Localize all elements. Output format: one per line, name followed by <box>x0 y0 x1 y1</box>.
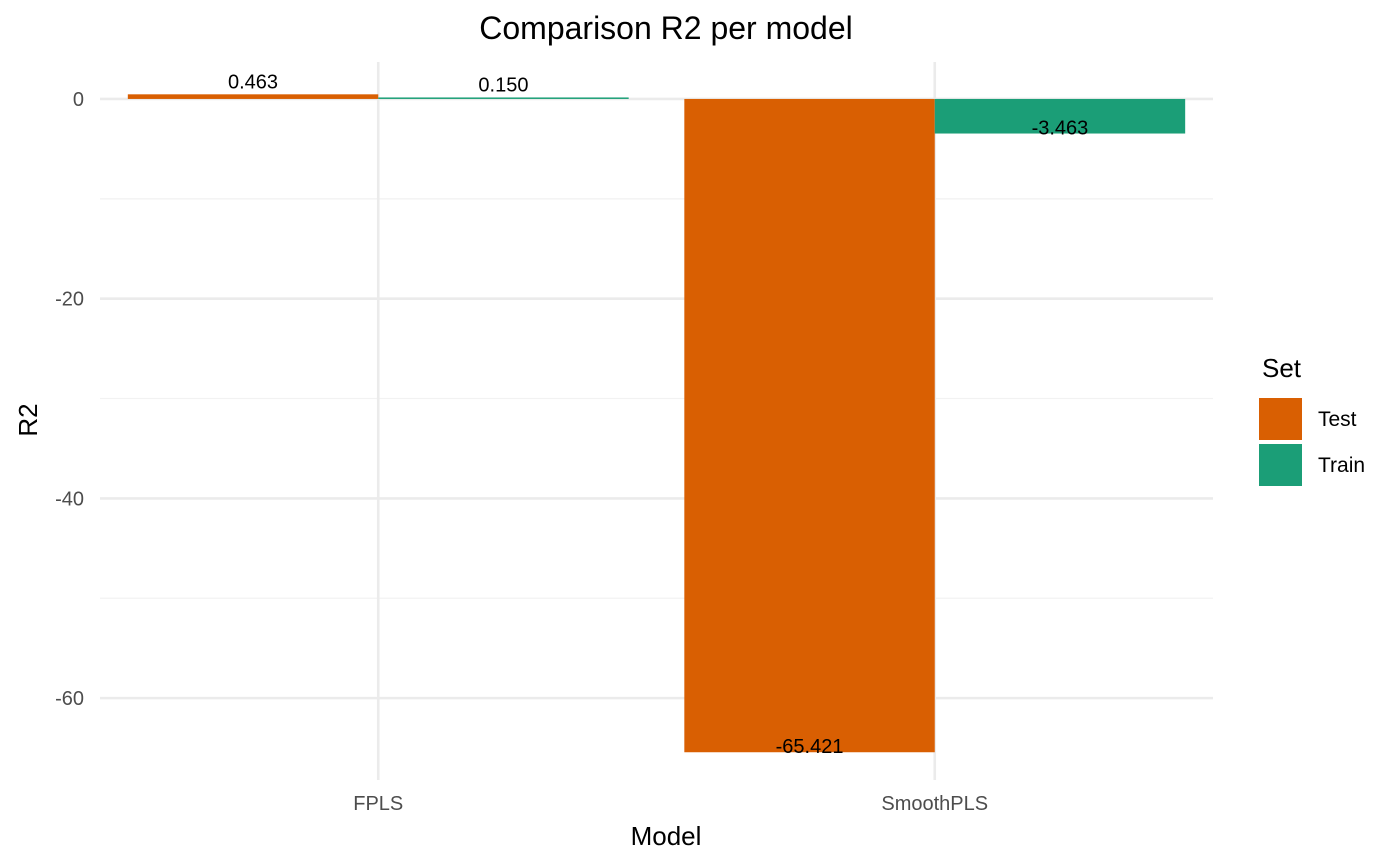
data-label: 0.150 <box>478 74 528 96</box>
data-labels: 0.463 -65.421 0.150 -3.463 <box>228 71 1088 758</box>
y-axis-title: R2 <box>13 403 43 436</box>
axes: 0 -20 -40 -60 FPLS SmoothPLS <box>55 89 988 815</box>
legend: Set Test Train <box>1259 353 1365 486</box>
chart-title: Comparison R2 per model <box>479 10 853 46</box>
y-tick-label: -40 <box>55 488 84 510</box>
grid <box>100 62 1213 780</box>
legend-label: Test <box>1318 408 1357 431</box>
legend-title: Set <box>1262 353 1302 383</box>
x-axis-title: Model <box>631 821 702 851</box>
bars <box>127 94 1186 753</box>
x-tick-label: SmoothPLS <box>881 793 988 815</box>
bar-test-smoothpls <box>684 98 935 753</box>
data-label: 0.463 <box>228 71 278 93</box>
y-tick-label: 0 <box>73 89 84 111</box>
legend-key-test <box>1259 398 1302 440</box>
y-tick-label: -20 <box>55 289 84 311</box>
bar-train-fpls <box>378 97 629 99</box>
data-label: -3.463 <box>1032 118 1089 140</box>
x-tick-label: FPLS <box>353 793 403 815</box>
data-label: -65.421 <box>776 736 844 758</box>
bar-train-smoothpls <box>934 98 1186 134</box>
legend-key-train <box>1259 444 1302 486</box>
bar-test-fpls <box>127 94 379 99</box>
legend-label: Train <box>1318 454 1365 477</box>
y-tick-label: -60 <box>55 688 84 710</box>
